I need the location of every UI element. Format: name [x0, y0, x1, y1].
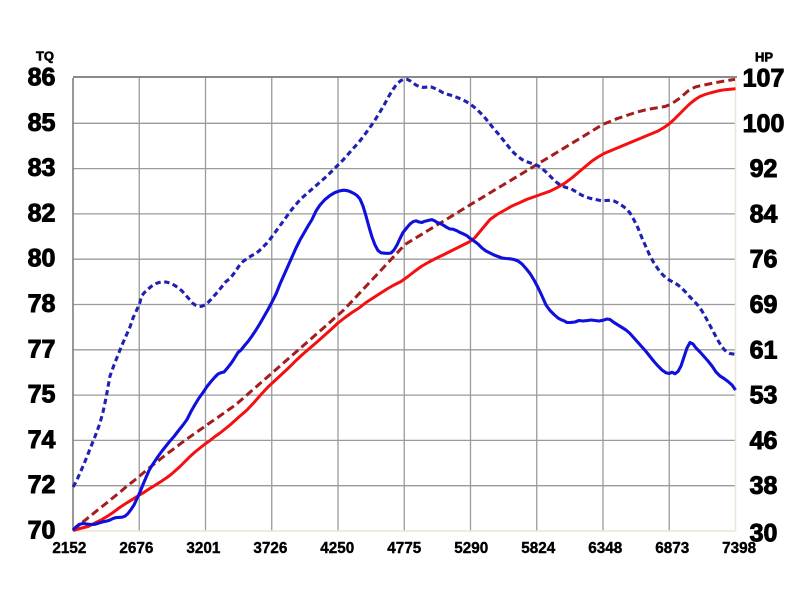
svg-text:74: 74 — [28, 426, 56, 454]
svg-text:30: 30 — [750, 520, 778, 548]
svg-text:TQ: TQ — [36, 49, 54, 64]
svg-text:86: 86 — [28, 64, 56, 92]
svg-text:4775: 4775 — [387, 540, 421, 557]
svg-text:75: 75 — [28, 381, 56, 409]
svg-text:77: 77 — [28, 335, 56, 363]
svg-text:6873: 6873 — [655, 540, 689, 557]
svg-text:7398: 7398 — [722, 540, 756, 557]
svg-text:61: 61 — [750, 336, 778, 364]
svg-text:69: 69 — [750, 291, 778, 319]
svg-text:70: 70 — [28, 517, 56, 545]
svg-text:80: 80 — [28, 245, 56, 273]
svg-text:76: 76 — [750, 246, 778, 274]
svg-text:84: 84 — [750, 200, 778, 228]
svg-text:100: 100 — [743, 110, 785, 138]
svg-text:92: 92 — [750, 155, 778, 183]
svg-text:5824: 5824 — [521, 540, 555, 557]
svg-text:3201: 3201 — [186, 540, 220, 557]
svg-text:38: 38 — [750, 472, 778, 500]
svg-text:53: 53 — [750, 382, 778, 410]
svg-text:4250: 4250 — [320, 540, 354, 557]
svg-text:HP: HP — [755, 50, 773, 65]
svg-text:72: 72 — [28, 471, 56, 499]
svg-text:83: 83 — [28, 154, 56, 182]
svg-text:3726: 3726 — [253, 540, 287, 557]
svg-text:46: 46 — [750, 427, 778, 455]
svg-text:6348: 6348 — [588, 540, 622, 557]
svg-text:107: 107 — [743, 65, 785, 93]
svg-text:85: 85 — [28, 109, 56, 137]
svg-text:78: 78 — [28, 290, 56, 318]
svg-text:2676: 2676 — [119, 540, 153, 557]
svg-text:82: 82 — [28, 199, 56, 227]
svg-text:2152: 2152 — [52, 540, 86, 557]
svg-text:5290: 5290 — [454, 540, 488, 557]
